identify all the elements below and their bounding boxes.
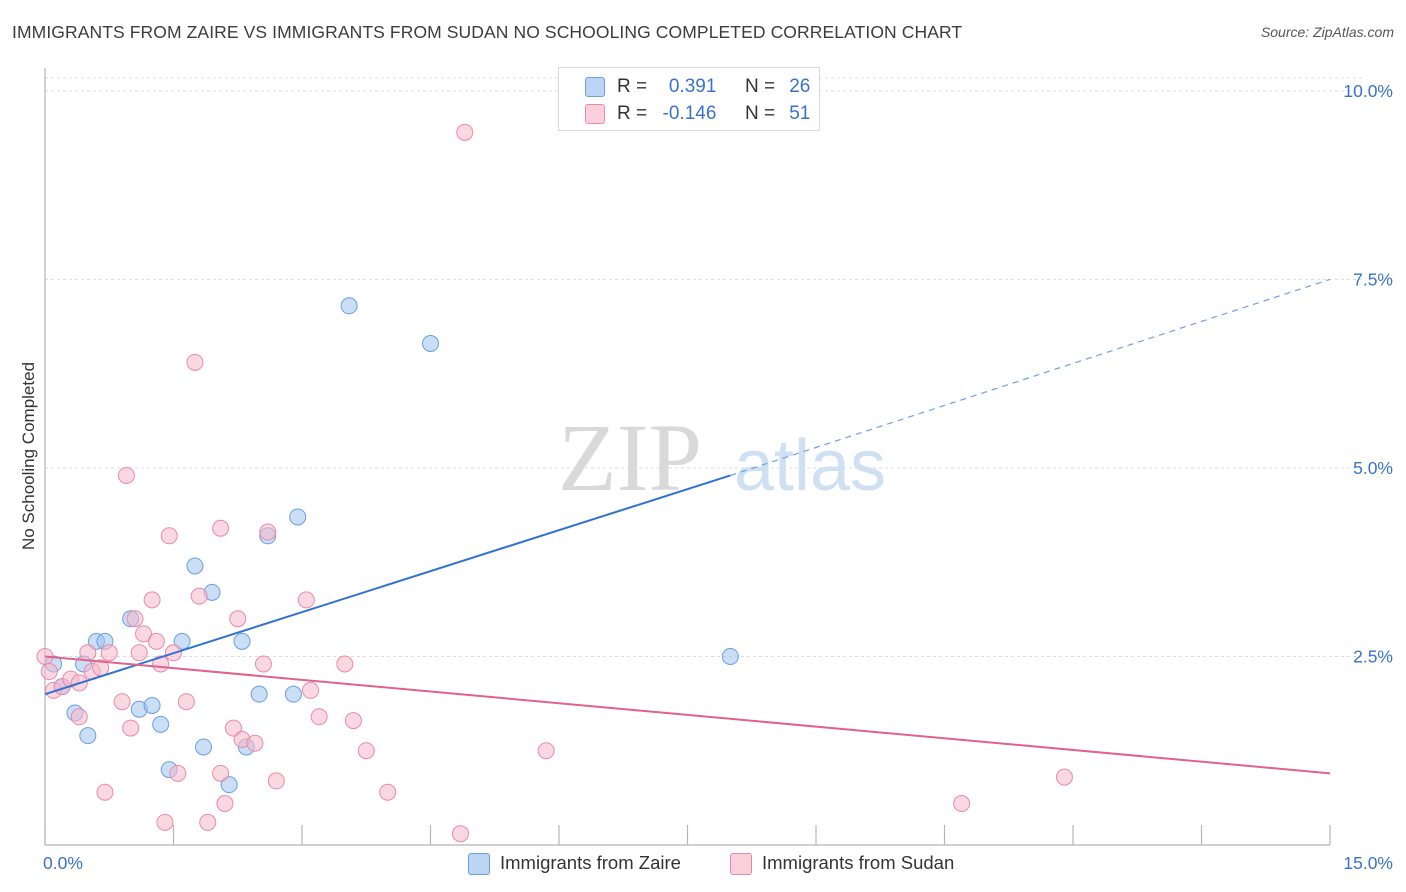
- sudan-point: [216, 795, 234, 813]
- bottom-legend-label-sudan: Immigrants from Sudan: [762, 852, 955, 873]
- sudan-point: [40, 663, 58, 681]
- sudan-point: [117, 466, 135, 484]
- n-label: N =: [744, 103, 776, 124]
- legend-text-zaire: R = 0.391 N = 26: [617, 76, 810, 98]
- sudan-point: [122, 719, 140, 737]
- sudan-point: [344, 712, 362, 730]
- legend: R = 0.391 N = 26 R = -0.146 N = 51: [558, 67, 820, 131]
- r-label: R =: [617, 103, 648, 124]
- bottom-legend-swatch-zaire: [468, 853, 490, 875]
- gridlines: [45, 77, 1365, 657]
- sudan-point: [212, 764, 230, 782]
- sudan-point: [537, 742, 555, 760]
- zaire-point: [721, 647, 739, 665]
- x-tick-label-max: 15.0%: [1343, 853, 1393, 873]
- y-tick-label: 10.0%: [1343, 81, 1393, 101]
- source-label: Source: ZipAtlas.com: [1260, 24, 1394, 40]
- zaire-point: [422, 334, 439, 352]
- sudan-point: [336, 655, 354, 673]
- bottom-legend-swatch-sudan: [730, 853, 752, 875]
- sudan-point: [229, 610, 247, 628]
- r-label: R =: [617, 76, 648, 97]
- sudan-point: [70, 708, 88, 726]
- r-value-zaire: 0.391: [668, 76, 717, 97]
- sudan-point: [302, 681, 320, 699]
- sudan-point: [1055, 768, 1073, 786]
- zaire-point: [186, 557, 204, 575]
- sudan-point: [267, 772, 285, 790]
- zaire-point: [194, 738, 212, 756]
- n-label: N =: [744, 76, 776, 97]
- sudan-point: [212, 519, 230, 537]
- zaire-trend-extension: [730, 278, 1331, 477]
- sudan-point: [254, 655, 272, 673]
- zaire-point: [289, 508, 307, 526]
- zaire-point: [220, 776, 238, 794]
- sudan-point: [130, 644, 148, 662]
- sudan-point: [199, 813, 217, 831]
- sudan-point: [147, 632, 165, 650]
- watermark-atlas: atlas: [734, 426, 886, 506]
- series-zaire-points: [45, 297, 739, 794]
- sudan-point: [297, 591, 315, 609]
- n-value-zaire: 26: [789, 76, 811, 97]
- zaire-point: [143, 696, 161, 714]
- sudan-point: [113, 693, 131, 711]
- sudan-point: [96, 783, 114, 801]
- watermark-zip: ZIP: [558, 404, 702, 511]
- sudan-point: [177, 693, 195, 711]
- y-tick-label: 5.0%: [1353, 458, 1393, 478]
- y-tick-label: 7.5%: [1353, 269, 1393, 289]
- zaire-point: [233, 632, 251, 650]
- zaire-point: [173, 632, 191, 650]
- axes: [44, 68, 1331, 846]
- tick-labels: 2.5% 5.0% 7.5% 10.0% 0.0% 15.0%: [43, 81, 1393, 873]
- sudan-point: [310, 708, 328, 726]
- sudan-point: [100, 644, 118, 662]
- sudan-point: [357, 742, 375, 760]
- sudan-point: [79, 644, 97, 662]
- n-value-sudan: 51: [789, 103, 811, 124]
- x-tick-label-min: 0.0%: [43, 853, 83, 873]
- sudan-point: [190, 587, 208, 605]
- sudan-point: [126, 610, 144, 628]
- zaire-point: [340, 297, 358, 315]
- bottom-legend-label-zaire: Immigrants from Zaire: [500, 852, 681, 873]
- sudan-point: [456, 123, 474, 141]
- sudan-point: [246, 734, 264, 752]
- trend-lines: [44, 278, 1331, 775]
- zaire-point: [284, 685, 302, 703]
- zaire-point: [250, 685, 268, 703]
- legend-swatch-zaire: [585, 77, 605, 97]
- sudan-point: [169, 764, 187, 782]
- sudan-point: [186, 353, 204, 371]
- zaire-trend-line: [44, 474, 731, 696]
- zaire-point: [152, 715, 170, 733]
- sudan-point: [451, 825, 469, 843]
- sudan-point: [160, 527, 178, 545]
- chart-title: IMMIGRANTS FROM ZAIRE VS IMMIGRANTS FROM…: [12, 22, 963, 42]
- y-tick-label: 2.5%: [1353, 646, 1393, 666]
- sudan-point: [135, 625, 153, 643]
- sudan-point: [156, 813, 174, 831]
- series-sudan-points: [36, 123, 1073, 843]
- sudan-point: [143, 591, 161, 609]
- sudan-trend-line: [44, 655, 1331, 775]
- sudan-point: [224, 719, 242, 737]
- sudan-point: [953, 795, 971, 813]
- zaire-point: [79, 727, 97, 745]
- y-axis-label: No Schooling Completed: [19, 362, 38, 550]
- legend-swatch-sudan: [585, 104, 605, 124]
- watermark: ZIP atlas: [558, 404, 886, 511]
- sudan-point: [379, 783, 397, 801]
- legend-text-sudan: R = -0.146 N = 51: [617, 103, 810, 125]
- r-value-sudan: -0.146: [662, 103, 717, 124]
- sudan-point: [259, 523, 277, 541]
